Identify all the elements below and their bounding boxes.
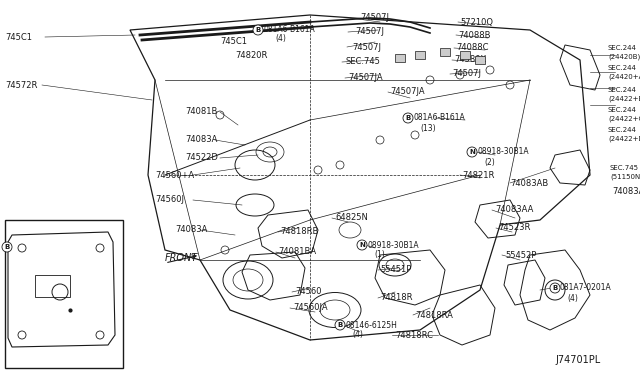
- Text: 081A6-B161A: 081A6-B161A: [13, 243, 65, 251]
- Text: 74083A: 74083A: [185, 135, 218, 144]
- Text: N: N: [359, 242, 365, 248]
- Bar: [35, 275, 70, 297]
- Text: 74507J: 74507J: [452, 70, 481, 78]
- Text: 74088C: 74088C: [456, 44, 488, 52]
- Text: 74083AA: 74083AA: [495, 205, 533, 215]
- Text: 08918-30B1A: 08918-30B1A: [478, 148, 530, 157]
- Circle shape: [467, 147, 477, 157]
- Circle shape: [550, 283, 560, 293]
- Bar: [460, 51, 470, 59]
- Text: 745C1: 745C1: [5, 32, 32, 42]
- Text: 74507JA: 74507JA: [390, 87, 424, 96]
- Text: 74083A: 74083A: [175, 225, 207, 234]
- Text: 74507J: 74507J: [360, 13, 389, 22]
- Text: 74818RB: 74818RB: [280, 228, 318, 237]
- Text: 745C1: 745C1: [220, 38, 247, 46]
- Text: 74083AB: 74083AB: [612, 187, 640, 196]
- Text: 55452P: 55452P: [505, 250, 536, 260]
- Text: 57210Q: 57210Q: [460, 17, 493, 26]
- Text: 74081B: 74081B: [185, 108, 218, 116]
- Text: 081A6-B161A: 081A6-B161A: [413, 113, 465, 122]
- Text: (51150N): (51150N): [610, 174, 640, 180]
- Circle shape: [253, 25, 263, 35]
- Text: (13): (13): [15, 251, 31, 260]
- Text: 081A7-0201A: 081A7-0201A: [560, 283, 612, 292]
- Text: (24422+B): (24422+B): [608, 96, 640, 102]
- Circle shape: [2, 242, 12, 252]
- Text: 74507J: 74507J: [355, 28, 384, 36]
- Text: SEC.244: SEC.244: [608, 107, 637, 113]
- Text: 74083AB: 74083AB: [510, 179, 548, 187]
- Circle shape: [335, 320, 345, 330]
- Text: SEC.745: SEC.745: [345, 58, 380, 67]
- Text: B: B: [255, 27, 260, 33]
- Text: (2): (2): [484, 157, 495, 167]
- Text: (24422+D): (24422+D): [608, 136, 640, 142]
- Text: B: B: [4, 244, 10, 250]
- Text: S.VQ37VHR: S.VQ37VHR: [8, 221, 52, 230]
- Text: (24420+A): (24420+A): [608, 74, 640, 80]
- Text: (1): (1): [374, 250, 385, 260]
- Text: 74081BA: 74081BA: [278, 247, 316, 257]
- Text: SEC.244: SEC.244: [608, 65, 637, 71]
- Text: 74572R: 74572R: [25, 232, 58, 241]
- Text: (4): (4): [275, 35, 286, 44]
- Text: J74701PL: J74701PL: [555, 355, 600, 365]
- Text: SEC.745: SEC.745: [610, 165, 639, 171]
- Text: N: N: [469, 149, 475, 155]
- Text: 74088B: 74088B: [458, 31, 490, 39]
- Text: 74580X: 74580X: [454, 55, 486, 64]
- Text: 74523R: 74523R: [498, 224, 531, 232]
- Text: B: B: [552, 285, 557, 291]
- Text: 74507J: 74507J: [352, 42, 381, 51]
- Bar: [395, 54, 405, 62]
- Bar: [5, 220, 123, 368]
- Text: 55451P: 55451P: [380, 266, 412, 275]
- Text: FRONT: FRONT: [165, 253, 198, 263]
- Text: 74560JA: 74560JA: [293, 304, 328, 312]
- Text: SEC.244: SEC.244: [608, 45, 637, 51]
- Text: 64825N: 64825N: [335, 214, 368, 222]
- Circle shape: [357, 240, 367, 250]
- Text: 74507JA: 74507JA: [348, 74, 383, 83]
- Text: 74522D: 74522D: [185, 154, 218, 163]
- Bar: [415, 51, 425, 59]
- Text: 081A6-B161A: 081A6-B161A: [263, 26, 315, 35]
- Text: SEC.244: SEC.244: [608, 127, 637, 133]
- Text: 74560+A: 74560+A: [155, 170, 194, 180]
- Circle shape: [403, 113, 413, 123]
- Text: B: B: [337, 322, 342, 328]
- Text: 74821R: 74821R: [462, 170, 494, 180]
- Text: 74560J: 74560J: [155, 196, 184, 205]
- Text: (24422+C): (24422+C): [608, 116, 640, 122]
- Text: 74818RC: 74818RC: [395, 330, 433, 340]
- Text: (4): (4): [567, 294, 578, 302]
- Text: 74560: 74560: [295, 288, 321, 296]
- Text: B: B: [405, 115, 411, 121]
- Text: 74818RA: 74818RA: [415, 311, 453, 320]
- Text: SEC.244: SEC.244: [608, 87, 637, 93]
- Text: 74572R: 74572R: [5, 80, 37, 90]
- Text: (13): (13): [420, 124, 436, 132]
- Bar: [475, 56, 485, 64]
- Text: (24420B): (24420B): [608, 54, 640, 60]
- Bar: [440, 48, 450, 56]
- Text: 74818R: 74818R: [380, 294, 413, 302]
- Text: 08146-6125H: 08146-6125H: [345, 321, 397, 330]
- Text: 74820R: 74820R: [235, 51, 268, 60]
- Text: (4): (4): [352, 330, 363, 340]
- Text: 08918-30B1A: 08918-30B1A: [368, 241, 420, 250]
